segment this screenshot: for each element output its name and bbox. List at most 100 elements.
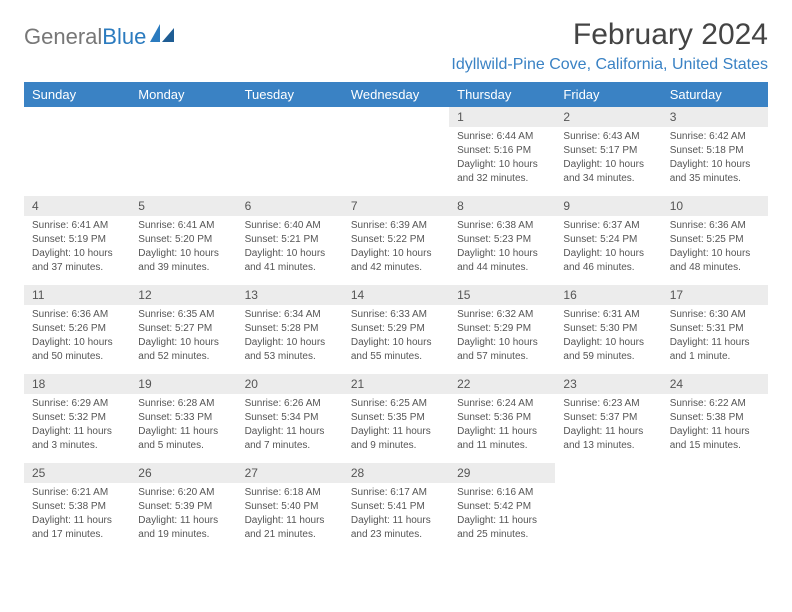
day-number xyxy=(343,107,449,113)
col-friday: Friday xyxy=(555,82,661,107)
day-number xyxy=(130,107,236,113)
month-title: February 2024 xyxy=(451,18,768,52)
day-detail: Sunrise: 6:39 AMSunset: 5:22 PMDaylight:… xyxy=(343,216,449,285)
daylight: Daylight: 11 hours and 11 minutes. xyxy=(457,425,547,453)
day-detail xyxy=(130,127,236,140)
daylight: Daylight: 11 hours and 17 minutes. xyxy=(32,514,122,542)
day-number: 7 xyxy=(343,196,449,216)
day-detail: Sunrise: 6:20 AMSunset: 5:39 PMDaylight:… xyxy=(130,483,236,552)
calendar-table: Sunday Monday Tuesday Wednesday Thursday… xyxy=(24,82,768,552)
col-thursday: Thursday xyxy=(449,82,555,107)
sunset: Sunset: 5:37 PM xyxy=(563,411,653,425)
sunset: Sunset: 5:42 PM xyxy=(457,500,547,514)
daylight: Daylight: 10 hours and 32 minutes. xyxy=(457,158,547,186)
day-cell: 6 xyxy=(237,196,343,216)
day-detail: Sunrise: 6:24 AMSunset: 5:36 PMDaylight:… xyxy=(449,394,555,463)
day-detail: Sunrise: 6:35 AMSunset: 5:27 PMDaylight:… xyxy=(130,305,236,374)
day-detail-cell: Sunrise: 6:40 AMSunset: 5:21 PMDaylight:… xyxy=(237,216,343,285)
sunset: Sunset: 5:27 PM xyxy=(138,322,228,336)
day-detail-cell: Sunrise: 6:41 AMSunset: 5:20 PMDaylight:… xyxy=(130,216,236,285)
day-detail: Sunrise: 6:23 AMSunset: 5:37 PMDaylight:… xyxy=(555,394,661,463)
week-row-numbers: 123 xyxy=(24,107,768,127)
daylight: Daylight: 10 hours and 39 minutes. xyxy=(138,247,228,275)
day-detail xyxy=(662,483,768,496)
day-detail: Sunrise: 6:38 AMSunset: 5:23 PMDaylight:… xyxy=(449,216,555,285)
sunset: Sunset: 5:19 PM xyxy=(32,233,122,247)
sunrise: Sunrise: 6:44 AM xyxy=(457,130,547,144)
daylight: Daylight: 10 hours and 53 minutes. xyxy=(245,336,335,364)
day-detail: Sunrise: 6:21 AMSunset: 5:38 PMDaylight:… xyxy=(24,483,130,552)
day-detail-cell: Sunrise: 6:25 AMSunset: 5:35 PMDaylight:… xyxy=(343,394,449,463)
sunrise: Sunrise: 6:35 AM xyxy=(138,308,228,322)
sunset: Sunset: 5:18 PM xyxy=(670,144,760,158)
sunset: Sunset: 5:32 PM xyxy=(32,411,122,425)
day-detail: Sunrise: 6:33 AMSunset: 5:29 PMDaylight:… xyxy=(343,305,449,374)
sunrise: Sunrise: 6:38 AM xyxy=(457,219,547,233)
day-detail: Sunrise: 6:32 AMSunset: 5:29 PMDaylight:… xyxy=(449,305,555,374)
day-detail: Sunrise: 6:29 AMSunset: 5:32 PMDaylight:… xyxy=(24,394,130,463)
week-row-numbers: 45678910 xyxy=(24,196,768,216)
col-tuesday: Tuesday xyxy=(237,82,343,107)
day-detail: Sunrise: 6:41 AMSunset: 5:19 PMDaylight:… xyxy=(24,216,130,285)
day-number: 15 xyxy=(449,285,555,305)
calendar-body: 123Sunrise: 6:44 AMSunset: 5:16 PMDaylig… xyxy=(24,107,768,552)
calendar-page: GeneralBlue February 2024 Idyllwild-Pine… xyxy=(0,0,792,570)
daylight: Daylight: 10 hours and 35 minutes. xyxy=(670,158,760,186)
sunset: Sunset: 5:29 PM xyxy=(457,322,547,336)
sunset: Sunset: 5:33 PM xyxy=(138,411,228,425)
week-row-numbers: 18192021222324 xyxy=(24,374,768,394)
day-number: 11 xyxy=(24,285,130,305)
sunrise: Sunrise: 6:37 AM xyxy=(563,219,653,233)
sunrise: Sunrise: 6:36 AM xyxy=(670,219,760,233)
day-number xyxy=(237,107,343,113)
day-cell: 23 xyxy=(555,374,661,394)
sunset: Sunset: 5:17 PM xyxy=(563,144,653,158)
day-detail xyxy=(343,127,449,140)
day-cell: 25 xyxy=(24,463,130,483)
day-detail-cell: Sunrise: 6:31 AMSunset: 5:30 PMDaylight:… xyxy=(555,305,661,374)
day-number xyxy=(555,463,661,469)
day-number: 29 xyxy=(449,463,555,483)
day-number: 27 xyxy=(237,463,343,483)
day-number: 14 xyxy=(343,285,449,305)
sunset: Sunset: 5:21 PM xyxy=(245,233,335,247)
sunrise: Sunrise: 6:41 AM xyxy=(138,219,228,233)
day-cell: 3 xyxy=(662,107,768,127)
day-detail-cell: Sunrise: 6:41 AMSunset: 5:19 PMDaylight:… xyxy=(24,216,130,285)
day-detail xyxy=(24,127,130,140)
sunrise: Sunrise: 6:34 AM xyxy=(245,308,335,322)
week-row-details: Sunrise: 6:36 AMSunset: 5:26 PMDaylight:… xyxy=(24,305,768,374)
daylight: Daylight: 11 hours and 7 minutes. xyxy=(245,425,335,453)
sunrise: Sunrise: 6:31 AM xyxy=(563,308,653,322)
day-detail-cell: Sunrise: 6:37 AMSunset: 5:24 PMDaylight:… xyxy=(555,216,661,285)
sunrise: Sunrise: 6:42 AM xyxy=(670,130,760,144)
sunset: Sunset: 5:25 PM xyxy=(670,233,760,247)
day-number: 28 xyxy=(343,463,449,483)
day-number: 17 xyxy=(662,285,768,305)
day-cell: 22 xyxy=(449,374,555,394)
title-block: February 2024 Idyllwild-Pine Cove, Calif… xyxy=(451,18,768,74)
day-detail-cell: Sunrise: 6:42 AMSunset: 5:18 PMDaylight:… xyxy=(662,127,768,196)
day-cell: 13 xyxy=(237,285,343,305)
sunset: Sunset: 5:39 PM xyxy=(138,500,228,514)
day-cell: 7 xyxy=(343,196,449,216)
day-detail: Sunrise: 6:22 AMSunset: 5:38 PMDaylight:… xyxy=(662,394,768,463)
day-detail-cell: Sunrise: 6:28 AMSunset: 5:33 PMDaylight:… xyxy=(130,394,236,463)
sunset: Sunset: 5:40 PM xyxy=(245,500,335,514)
brand-part2: Blue xyxy=(102,24,146,50)
sunrise: Sunrise: 6:28 AM xyxy=(138,397,228,411)
daylight: Daylight: 11 hours and 13 minutes. xyxy=(563,425,653,453)
brand-sail-icon xyxy=(150,24,176,50)
day-number xyxy=(24,107,130,113)
sunset: Sunset: 5:31 PM xyxy=(670,322,760,336)
location: Idyllwild-Pine Cove, California, United … xyxy=(451,56,768,74)
day-detail-cell: Sunrise: 6:16 AMSunset: 5:42 PMDaylight:… xyxy=(449,483,555,552)
day-cell: 12 xyxy=(130,285,236,305)
day-cell xyxy=(343,107,449,127)
day-cell: 28 xyxy=(343,463,449,483)
sunset: Sunset: 5:41 PM xyxy=(351,500,441,514)
sunrise: Sunrise: 6:29 AM xyxy=(32,397,122,411)
sunrise: Sunrise: 6:30 AM xyxy=(670,308,760,322)
day-number xyxy=(662,463,768,469)
day-detail-cell: Sunrise: 6:35 AMSunset: 5:27 PMDaylight:… xyxy=(130,305,236,374)
